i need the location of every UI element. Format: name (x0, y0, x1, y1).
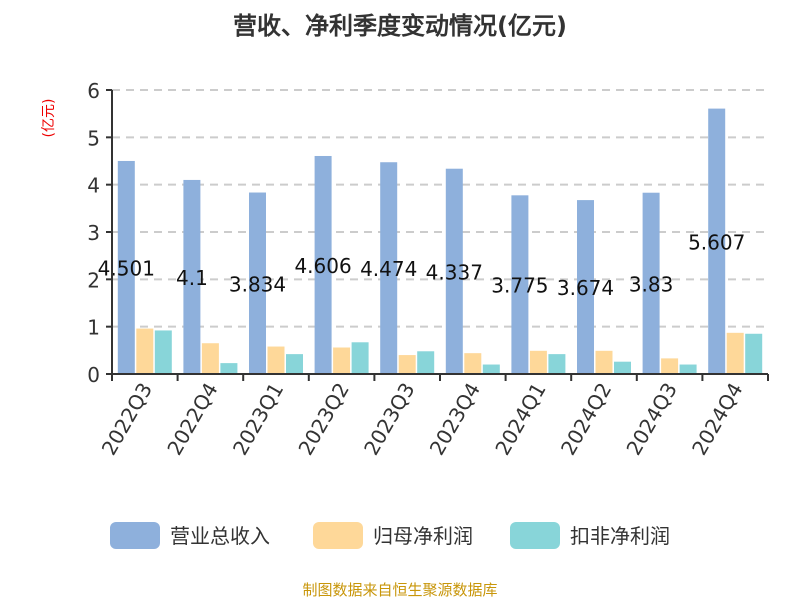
bar-1 (117, 160, 135, 374)
data-label: 3.674 (557, 276, 614, 300)
chart-title: 营收、净利季度变动情况(亿元) (233, 12, 567, 40)
bar-2 (201, 343, 219, 374)
x-tick-label: 2023Q4 (425, 379, 485, 460)
bar-1 (249, 192, 266, 374)
source-note: 制图数据来自恒生聚源数据库 (302, 581, 497, 599)
bar-3 (154, 330, 172, 374)
x-tick-label: 2024Q3 (621, 379, 681, 460)
bar-2 (595, 350, 613, 374)
x-tick-label: 2024Q4 (687, 379, 747, 460)
x-tick-label: 2024Q1 (490, 379, 550, 460)
bar-2 (398, 355, 416, 374)
y-axis-label: (亿元) (41, 99, 57, 138)
x-tick-label: 2022Q4 (162, 379, 222, 460)
bar-1 (511, 195, 529, 374)
bar-2 (726, 332, 744, 374)
bar-2 (661, 358, 679, 374)
legend-swatch[interactable] (110, 522, 160, 549)
data-label: 3.834 (229, 272, 286, 296)
bar-3 (614, 361, 631, 374)
y-tick-label: 5 (87, 126, 100, 150)
bar-3 (351, 342, 369, 374)
bar-1 (314, 155, 332, 374)
data-label: 4.501 (98, 256, 155, 280)
bar-1 (445, 168, 463, 374)
y-tick-label: 3 (87, 221, 100, 245)
bar-1 (577, 200, 594, 374)
data-label: 3.775 (491, 274, 548, 298)
y-tick-label: 1 (87, 316, 100, 340)
bar-1 (708, 108, 726, 375)
bar-2 (333, 347, 351, 374)
bar-1 (642, 192, 660, 374)
x-tick-label: 2023Q2 (293, 379, 353, 460)
y-tick-label: 4 (87, 174, 100, 198)
legend-label[interactable]: 扣非净利润 (570, 524, 670, 548)
bar-1 (183, 179, 201, 374)
y-tick-label: 6 (87, 79, 100, 103)
bar-3 (679, 364, 697, 374)
legend-swatch[interactable] (510, 522, 560, 549)
y-tick-label: 0 (87, 363, 100, 387)
bar-3 (745, 333, 763, 374)
x-tick-label: 2024Q2 (556, 379, 616, 460)
x-tick-label: 2022Q3 (97, 379, 157, 460)
data-label: 4.1 (176, 266, 208, 290)
data-label: 3.83 (629, 272, 674, 296)
bar-2 (136, 328, 154, 374)
bar-2 (464, 353, 482, 374)
data-label: 4.606 (294, 254, 351, 278)
bar-3 (482, 364, 500, 374)
data-label: 5.607 (688, 230, 745, 254)
y-tick-label: 2 (87, 268, 100, 292)
bar-2 (529, 350, 547, 374)
data-label: 4.474 (360, 257, 417, 281)
bar-1 (380, 162, 398, 374)
data-label: 4.337 (426, 260, 483, 284)
bar-3 (548, 354, 566, 374)
legend-label[interactable]: 归母净利润 (373, 524, 473, 548)
bar-3 (286, 354, 303, 374)
bar-3 (220, 363, 238, 374)
legend-label[interactable]: 营业总收入 (170, 524, 270, 548)
x-tick-label: 2023Q1 (228, 379, 288, 460)
x-tick-label: 2023Q3 (359, 379, 419, 460)
bar-2 (267, 346, 285, 374)
bar-3 (417, 351, 435, 374)
legend-swatch[interactable] (313, 522, 363, 549)
